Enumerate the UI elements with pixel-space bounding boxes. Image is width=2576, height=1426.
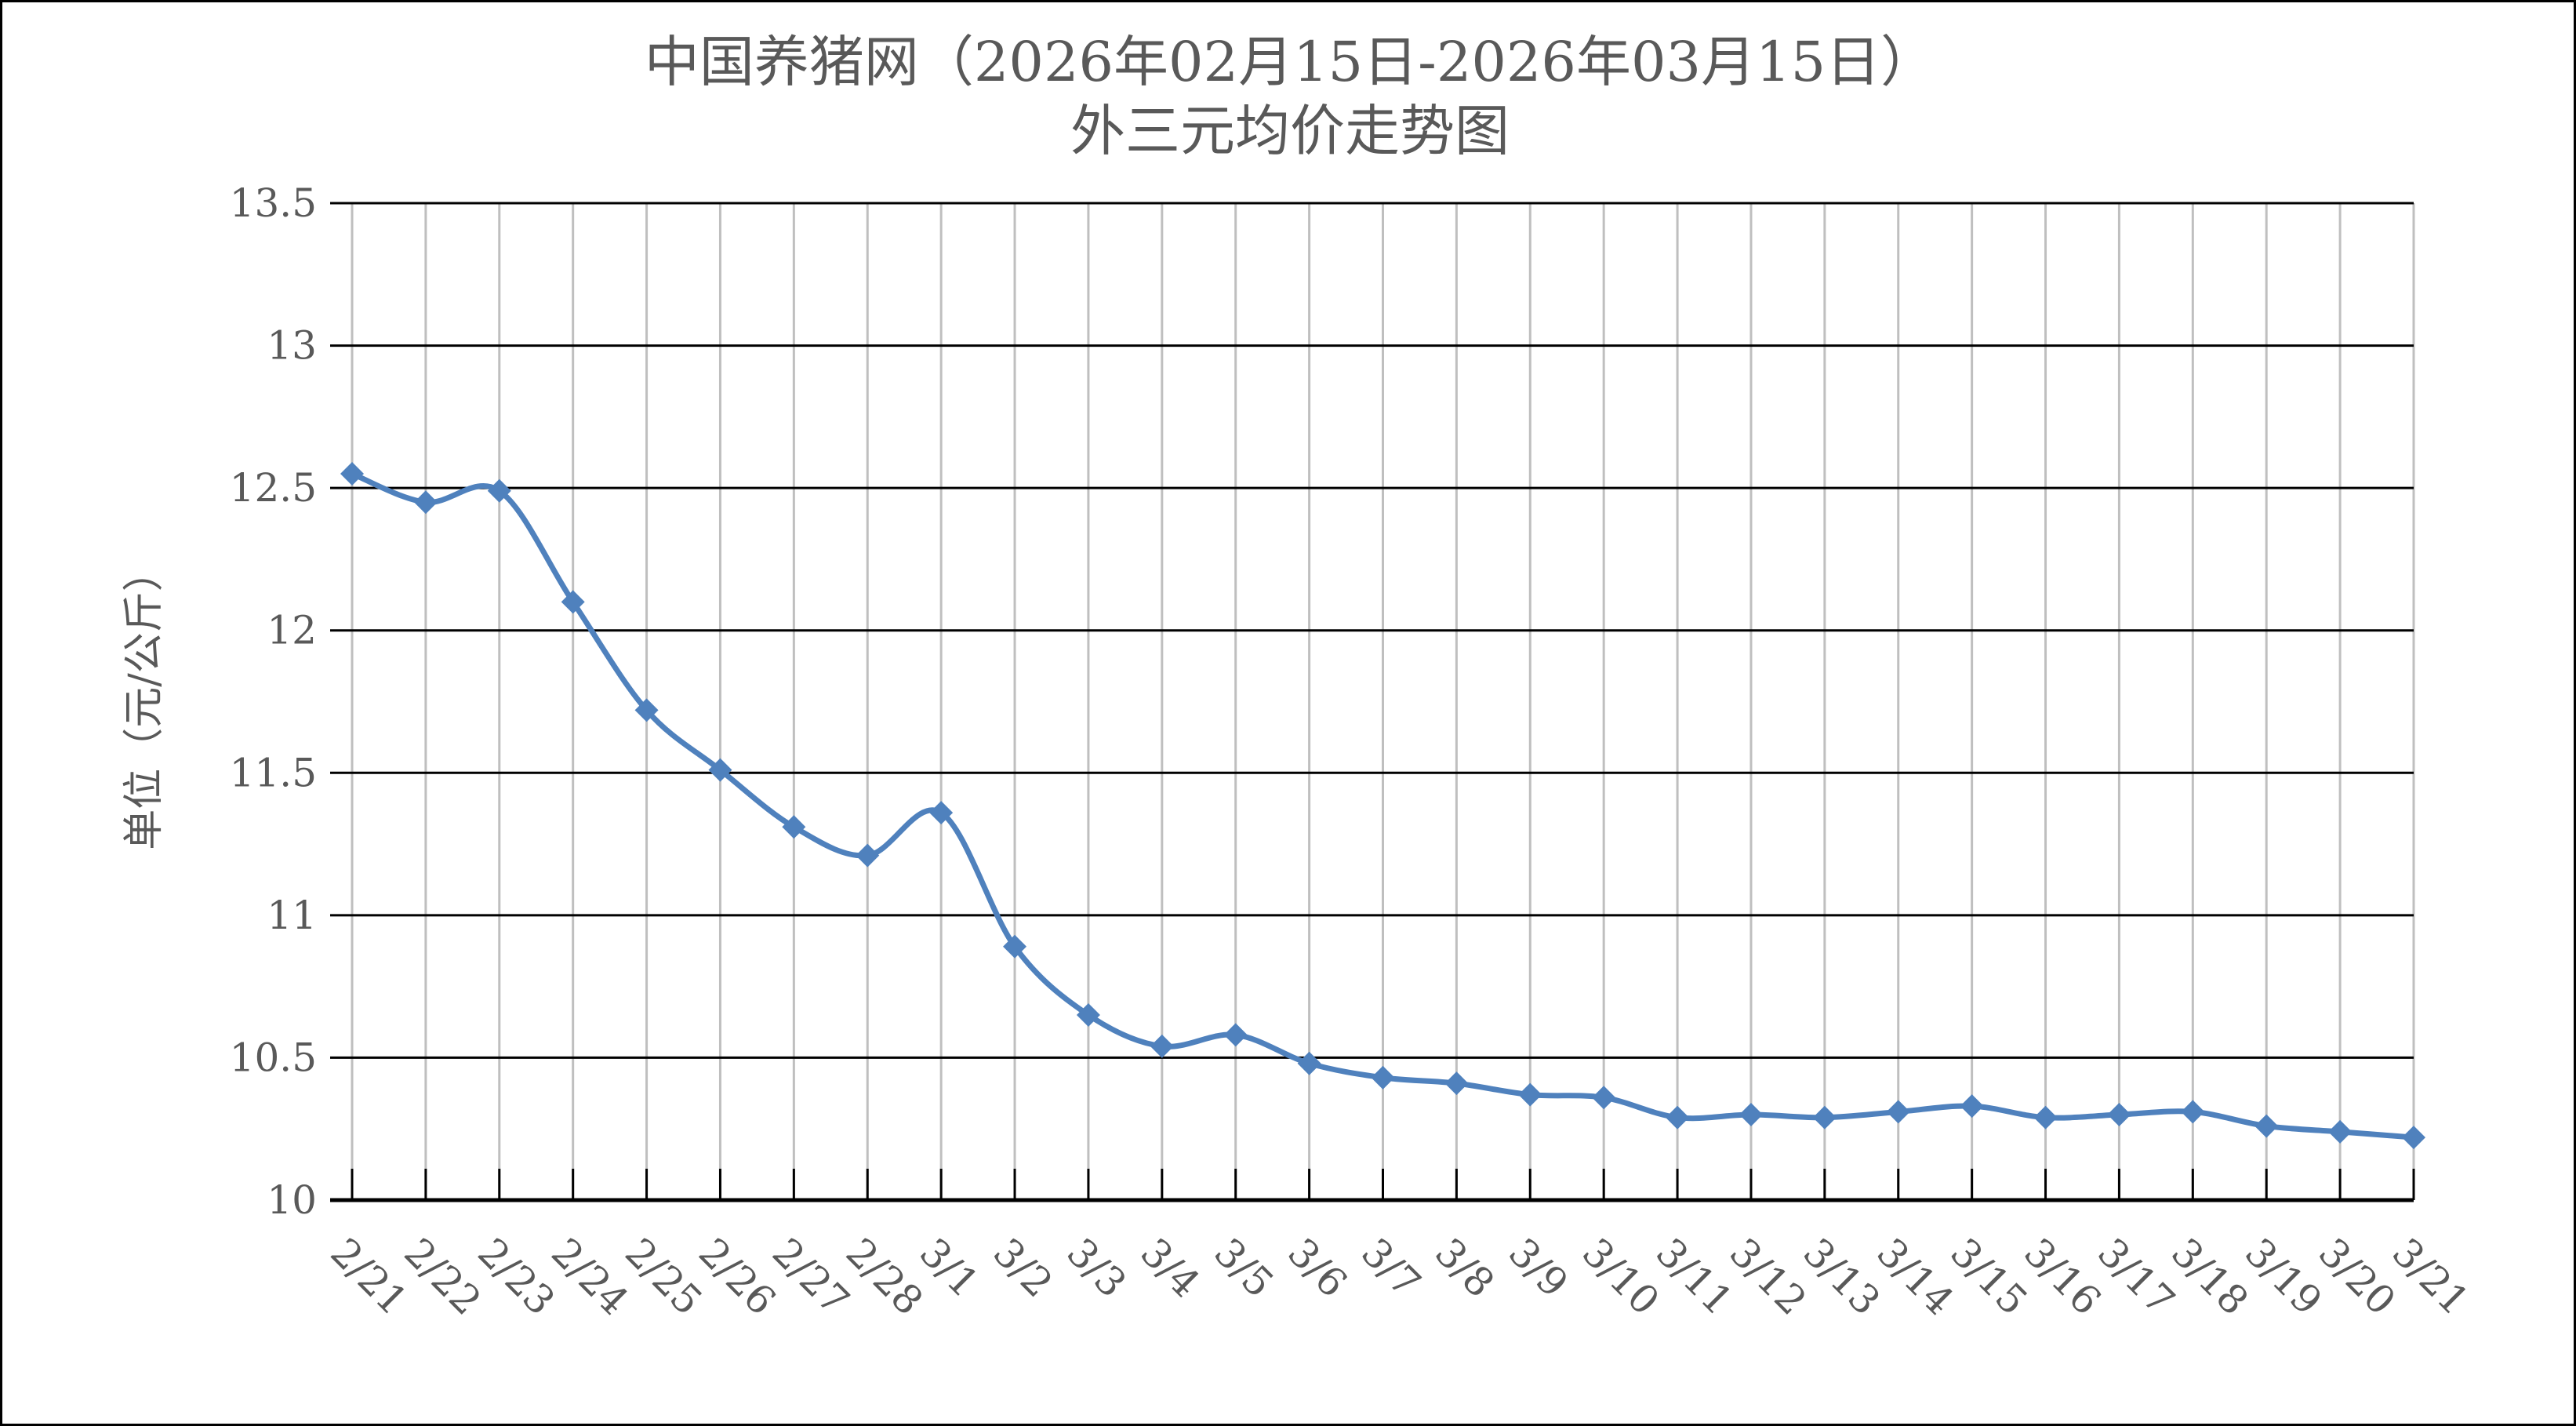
- data-point-marker: [634, 698, 659, 722]
- x-tick-label: 2/28: [837, 1229, 932, 1323]
- x-tick-label: 3/12: [1720, 1229, 1815, 1323]
- x-tick-label: 2/24: [543, 1229, 637, 1323]
- data-point-marker: [1297, 1051, 1321, 1075]
- x-tick-label: 3/7: [1353, 1229, 1430, 1306]
- data-point-marker: [2402, 1126, 2425, 1150]
- x-tick-label: 2/22: [395, 1229, 489, 1323]
- data-point-marker: [487, 478, 511, 503]
- x-tick-label: 3/2: [985, 1229, 1062, 1306]
- x-tick-label: 3/6: [1279, 1229, 1356, 1306]
- y-tick-label: 10.5: [230, 1035, 317, 1080]
- x-tick-label: 3/8: [1426, 1229, 1503, 1306]
- x-tick-label: 2/23: [469, 1229, 563, 1323]
- y-tick-label: 12: [267, 608, 317, 653]
- data-point-marker: [1960, 1094, 1984, 1119]
- data-point-marker: [340, 461, 364, 486]
- data-point-marker: [1003, 934, 1027, 959]
- data-point-marker: [1223, 1023, 1248, 1047]
- data-point-marker: [1150, 1034, 1174, 1058]
- data-point-marker: [1444, 1071, 1469, 1096]
- x-tick-label: 3/15: [1942, 1229, 2036, 1323]
- data-point-marker: [2254, 1114, 2279, 1138]
- x-tick-label: 2/25: [616, 1229, 710, 1323]
- data-point-marker: [708, 758, 732, 782]
- y-tick-label: 12.5: [230, 465, 317, 511]
- data-point-marker: [1739, 1103, 1763, 1127]
- data-point-marker: [929, 801, 954, 825]
- x-tick-label: 2/21: [322, 1229, 416, 1323]
- data-point-marker: [2328, 1119, 2353, 1144]
- data-point-marker: [1076, 1002, 1100, 1027]
- x-tick-label: 3/16: [2015, 1229, 2109, 1323]
- x-tick-label: 3/20: [2310, 1229, 2404, 1323]
- data-point-marker: [782, 815, 806, 839]
- x-tick-label: 2/26: [690, 1229, 784, 1323]
- x-tick-label: 3/5: [1205, 1229, 1282, 1306]
- data-point-marker: [1371, 1065, 1395, 1090]
- data-point-marker: [1592, 1086, 1616, 1110]
- y-axis-label: 单位（元/公斤）: [121, 551, 168, 850]
- x-tick-label: 3/9: [1500, 1229, 1577, 1306]
- x-tick-label: 3/4: [1132, 1229, 1208, 1306]
- x-tick-label: 3/11: [1648, 1229, 1742, 1323]
- data-point-marker: [1886, 1100, 1910, 1124]
- y-tick-label: 11.5: [230, 750, 317, 795]
- y-tick-label: 11: [267, 893, 317, 938]
- chart-subtitle: 外三元均价走势图: [1070, 99, 1510, 163]
- data-point-marker: [1666, 1105, 1690, 1130]
- data-point-marker: [2181, 1100, 2205, 1124]
- data-point-marker: [1812, 1105, 1837, 1130]
- x-tick-label: 3/21: [2384, 1229, 2478, 1323]
- x-tick-label: 3/3: [1058, 1229, 1135, 1306]
- data-point-marker: [2107, 1103, 2131, 1127]
- x-tick-label: 3/17: [2089, 1229, 2183, 1323]
- x-tick-label: 3/13: [1794, 1229, 1888, 1323]
- data-point-marker: [1518, 1082, 1542, 1107]
- data-point-marker: [561, 590, 585, 614]
- y-tick-label: 13: [267, 323, 317, 369]
- y-tick-label: 10: [267, 1177, 317, 1223]
- x-tick-label: 3/19: [2236, 1229, 2331, 1323]
- data-point-marker: [856, 843, 880, 868]
- x-tick-label: 3/14: [1868, 1229, 1962, 1323]
- data-point-marker: [2033, 1105, 2058, 1130]
- x-tick-label: 2/27: [764, 1229, 858, 1323]
- y-tick-label: 13.5: [230, 180, 317, 226]
- x-tick-label: 3/10: [1574, 1229, 1668, 1323]
- chart-title: 中国养猪网（2026年02月15日-2026年03月15日）: [645, 30, 1935, 94]
- data-point-marker: [413, 490, 438, 515]
- x-tick-label: 3/18: [2163, 1229, 2257, 1323]
